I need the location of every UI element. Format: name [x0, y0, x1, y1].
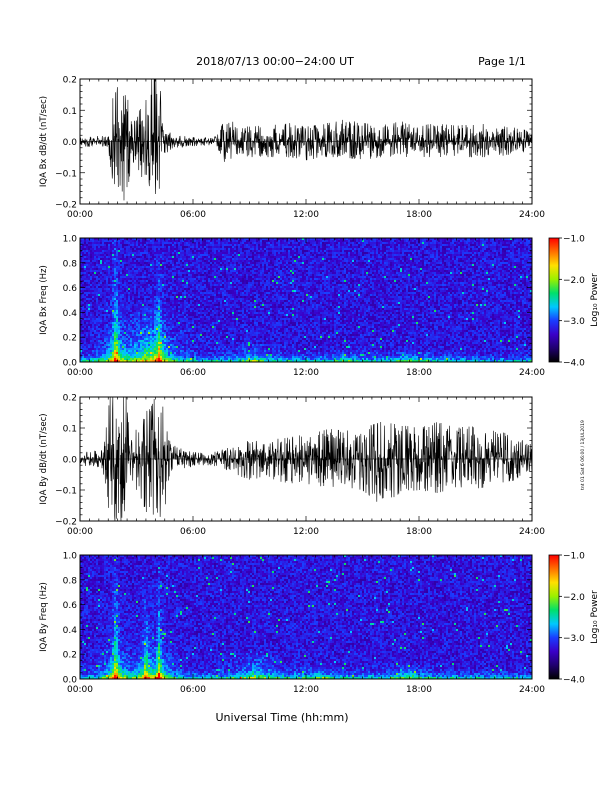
colorbar-label: Log₁₀ Power	[590, 590, 600, 644]
x-tick-label: 18:00	[406, 368, 432, 378]
y-tick-label: 0.4	[63, 626, 78, 636]
y-tick-label: 1.0	[63, 235, 78, 245]
y-axis-label: IQA Bx dB/dt (nT/sec)	[39, 96, 49, 187]
page-indicator: Page 1/1	[478, 55, 526, 68]
x-tick-label: 12:00	[293, 368, 319, 378]
x-tick-label: 06:00	[180, 527, 206, 537]
y-tick-label: 0.0	[63, 676, 78, 686]
side-note: tnt 01 Sat 6 06:00 / 13JUL2019	[580, 420, 586, 490]
x-tick-label: 18:00	[406, 210, 432, 220]
x-tick-label: 24:00	[519, 527, 545, 537]
y-tick-label: 0.2	[63, 394, 77, 404]
y-tick-label: 0.1	[63, 425, 77, 435]
x-tick-label: 24:00	[519, 685, 545, 695]
y-tick-label: −0.1	[55, 487, 77, 497]
panel-by-dbdt: 00:00 06:00 12:00 18:00 24:00 −0.2 −0.1 0.0 0.1 0…	[39, 394, 545, 538]
y-tick-label: 0.6	[63, 284, 78, 294]
colorbar-label: Log₁₀ Power	[590, 273, 600, 327]
colorbar	[549, 238, 559, 362]
x-tick-label: 24:00	[519, 210, 545, 220]
panel-bx-spectrogram: −1.0 −2.0 −3.0 −4.0 Log₁₀ Power 00:00 06:00 12:…	[39, 235, 600, 379]
x-tick-label: 06:00	[180, 210, 206, 220]
colorbar-tick-label: −1.0	[563, 552, 585, 562]
colorbar-tick-label: −3.0	[563, 317, 585, 327]
y-tick-label: −0.1	[55, 169, 77, 179]
y-tick-label: 0.0	[63, 456, 78, 466]
y-tick-label: 0.0	[63, 138, 78, 148]
y-tick-label: 0.2	[63, 651, 77, 661]
x-tick-label: 12:00	[293, 527, 319, 537]
y-tick-label: 0.8	[63, 259, 78, 269]
y-tick-label: −0.2	[55, 518, 77, 528]
colorbar-tick-label: −1.0	[563, 235, 585, 245]
x-tick-label: 24:00	[519, 368, 545, 378]
x-tick-label: 18:00	[406, 685, 432, 695]
y-axis-label: IQA Bx Freq (Hz)	[39, 265, 49, 335]
panel-bx-dbdt: 00:00 06:00 12:00 18:00 24:00 −0.2 −0.1 0.0 0.1 0…	[39, 76, 545, 221]
x-tick-label: 00:00	[67, 368, 93, 378]
panel-by-spectrogram: −1.0 −2.0 −3.0 −4.0 Log₁₀ Power 00:00 06:00 12:…	[39, 552, 600, 696]
colorbar-tick-label: −2.0	[563, 593, 585, 603]
y-tick-label: 0.1	[63, 107, 77, 117]
colorbar-tick-label: −4.0	[563, 359, 585, 369]
y-tick-label: −0.2	[55, 201, 77, 211]
x-tick-label: 00:00	[67, 210, 93, 220]
y-tick-label: 0.6	[63, 601, 78, 611]
y-tick-label: 0.4	[63, 309, 78, 319]
y-tick-label: 1.0	[63, 552, 78, 562]
x-tick-label: 06:00	[180, 685, 206, 695]
colorbar	[549, 555, 559, 679]
x-tick-label: 06:00	[180, 368, 206, 378]
y-axis-label: IQA By Freq (Hz)	[39, 582, 49, 652]
colorbar-tick-label: −3.0	[563, 634, 585, 644]
figure-title: 2018/07/13 00:00−24:00 UT	[196, 55, 354, 68]
y-tick-label: 0.8	[63, 576, 78, 586]
colorbar-tick-label: −2.0	[563, 276, 585, 286]
x-axis-label: Universal Time (hh:mm)	[216, 711, 349, 724]
y-tick-label: 0.2	[63, 334, 77, 344]
y-axis-label: IQA By dB/dt (nT/sec)	[39, 413, 49, 504]
x-tick-label: 12:00	[293, 210, 319, 220]
y-tick-label: 0.0	[63, 359, 78, 369]
x-tick-label: 00:00	[67, 527, 93, 537]
x-tick-label: 18:00	[406, 527, 432, 537]
x-tick-label: 00:00	[67, 685, 93, 695]
x-tick-label: 12:00	[293, 685, 319, 695]
colorbar-tick-label: −4.0	[563, 676, 585, 686]
y-tick-label: 0.2	[63, 76, 77, 86]
